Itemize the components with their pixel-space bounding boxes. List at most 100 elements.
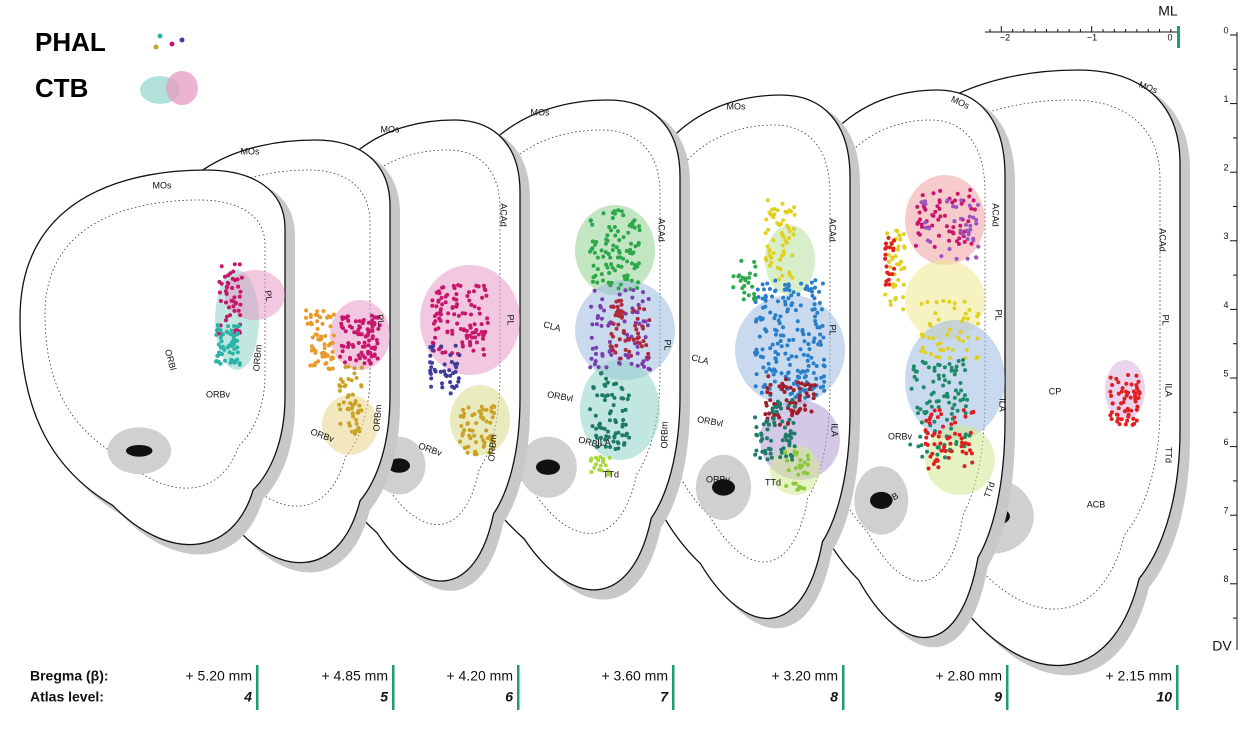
phal-dot: [798, 398, 802, 402]
phal-dot: [595, 281, 599, 285]
phal-dot: [481, 347, 485, 351]
phal-dot: [793, 213, 797, 217]
phal-dot: [626, 231, 630, 235]
phal-dot: [614, 420, 618, 424]
phal-dot: [452, 312, 456, 316]
phal-dot: [605, 233, 609, 237]
phal-dot: [488, 421, 492, 425]
phal-dot: [226, 324, 230, 328]
phal-dot: [467, 299, 471, 303]
phal-dot: [792, 227, 796, 231]
phal-dot: [329, 357, 333, 361]
phal-dot: [485, 420, 489, 424]
phal-dot: [224, 318, 228, 322]
phal-dot: [939, 412, 943, 416]
phal-dot: [622, 441, 626, 445]
phal-dot: [755, 372, 759, 376]
phal-dot: [598, 422, 602, 426]
phal-dot: [766, 228, 770, 232]
phal-dot: [448, 374, 452, 378]
phal-dot: [450, 332, 454, 336]
phal-dot: [321, 322, 325, 326]
phal-dot: [930, 213, 934, 217]
phal-dot: [309, 321, 313, 325]
phal-dot: [596, 256, 600, 260]
phal-dot: [443, 373, 447, 377]
phal-dot: [590, 223, 594, 227]
phal-dot: [602, 309, 606, 313]
phal-dot: [640, 344, 644, 348]
phal-dot: [467, 406, 471, 410]
phal-dot: [331, 367, 335, 371]
phal-dot: [231, 352, 235, 356]
phal-dot: [617, 249, 621, 253]
phal-dot: [948, 356, 952, 360]
phal-dot: [621, 409, 625, 413]
atlas-label: Atlas level:: [30, 689, 104, 705]
phal-dot: [617, 314, 621, 318]
phal-dot: [947, 456, 951, 460]
phal-dot: [807, 387, 811, 391]
phal-dot: [794, 308, 798, 312]
phal-dot: [630, 362, 634, 366]
phal-dot: [783, 451, 787, 455]
phal-dot: [615, 245, 619, 249]
ctb-region: [450, 385, 510, 455]
phal-dot: [784, 433, 788, 437]
phal-dot: [968, 215, 972, 219]
region-label: ORBv: [888, 431, 913, 441]
phal-dot: [609, 409, 613, 413]
phal-dot: [632, 338, 636, 342]
region-label: ACAd: [991, 203, 1001, 227]
phal-dot: [885, 245, 889, 249]
phal-dot: [773, 279, 777, 283]
phal-dot: [627, 436, 631, 440]
phal-dot: [963, 368, 967, 372]
phal-dot: [463, 312, 467, 316]
phal-dot: [951, 204, 955, 208]
phal-dot: [783, 288, 787, 292]
phal-dot: [592, 466, 596, 470]
phal-dot: [783, 390, 787, 394]
phal-dot: [777, 404, 781, 408]
phal-dot: [455, 302, 459, 306]
phal-dot: [376, 357, 380, 361]
phal-dot: [1137, 396, 1141, 400]
level-divider: [1176, 665, 1179, 710]
phal-dot: [432, 322, 436, 326]
phal-dot: [780, 420, 784, 424]
phal-dot: [951, 406, 955, 410]
phal-dot: [363, 341, 367, 345]
phal-dot: [916, 220, 920, 224]
phal-dot: [796, 473, 800, 477]
phal-dot: [1131, 417, 1135, 421]
phal-dot: [373, 354, 377, 358]
phal-dot: [238, 295, 242, 299]
phal-dot: [929, 455, 933, 459]
phal-dot: [812, 361, 816, 365]
phal-dot: [820, 307, 824, 311]
phal-dot: [1125, 394, 1129, 398]
phal-dot: [457, 376, 461, 380]
ml-tick-label: 0: [1167, 32, 1172, 42]
phal-dot: [910, 387, 914, 391]
phal-dot: [239, 290, 243, 294]
phal-dot: [776, 342, 780, 346]
phal-dot: [355, 422, 359, 426]
phal-dot: [796, 292, 800, 296]
phal-dot: [943, 214, 947, 218]
phal-dot: [627, 350, 631, 354]
phal-dot: [961, 450, 965, 454]
phal-dot: [771, 215, 775, 219]
phal-dot: [957, 338, 961, 342]
phal-dot: [647, 367, 651, 371]
phal-dot: [924, 202, 928, 206]
phal-dot: [227, 305, 231, 309]
phal-dot: [616, 229, 620, 233]
phal-dot: [955, 257, 959, 261]
phal-dot: [813, 319, 817, 323]
phal-dot: [764, 370, 768, 374]
phal-dot: [1109, 376, 1113, 380]
phal-dot: [617, 286, 621, 290]
phal-dot: [451, 306, 455, 310]
